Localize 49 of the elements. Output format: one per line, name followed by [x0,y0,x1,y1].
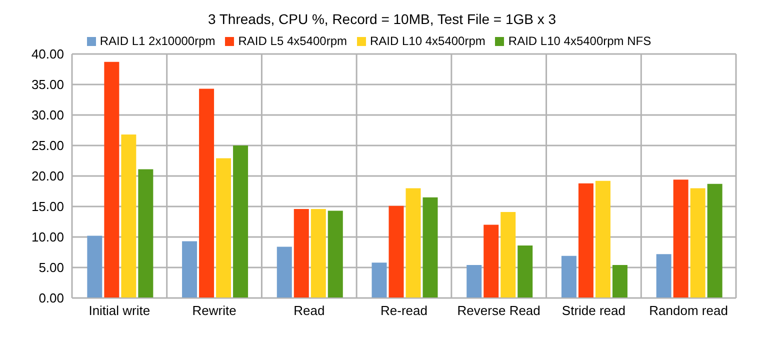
x-tick-label: Read [294,303,325,318]
legend-label: RAID L1 2x10000rpm [100,34,216,48]
bar [138,169,154,298]
x-tick-label: Rewrite [192,303,236,318]
bar [500,212,516,298]
bar [87,236,102,298]
bar [294,208,309,298]
y-tick-label: 10.00 [31,230,64,245]
y-tick-label: 40.00 [31,46,64,62]
bar [182,241,198,298]
bar [276,246,292,298]
y-tick-label: 5.00 [38,260,64,276]
bar [561,256,576,298]
legend-label: RAID L5 4x5400rpm [238,34,347,48]
bar [612,265,628,298]
bar [310,208,326,298]
x-tick-label: Initial write [88,303,150,318]
bar [388,206,404,298]
bar [372,262,387,298]
legend-label: RAID L10 4x5400rpm NFS [508,34,652,48]
bar [578,183,594,298]
bar [656,254,672,298]
x-tick-label: Random read [649,303,728,318]
bar [121,134,136,298]
bar [707,184,722,298]
bar [406,188,421,298]
y-tick-label: 30.00 [31,108,64,123]
legend-label: RAID L10 4x5400rpm [370,34,486,48]
x-tick-label: Re-read [380,303,428,318]
y-tick-label: 35.00 [31,77,64,92]
y-tick-label: 15.00 [31,199,64,214]
bar [233,146,248,298]
bar [690,188,706,298]
bar [673,180,688,298]
bar [484,224,499,298]
bar [422,197,438,298]
x-tick-label: Stride read [562,303,626,318]
y-tick-label: 20.00 [31,168,64,184]
chart-title: 3 Threads, CPU %, Record = 10MB, Test File = 1GB x 3 [206,10,558,29]
bar [466,265,482,298]
bar [595,180,610,298]
y-tick-label: 25.00 [31,138,64,154]
bar [518,246,533,298]
bar [199,88,214,298]
bar [104,62,120,298]
bar [216,158,232,298]
x-tick-label: Reverse Read [457,303,540,318]
bar [328,210,343,298]
y-tick-label: 0.00 [38,290,64,306]
